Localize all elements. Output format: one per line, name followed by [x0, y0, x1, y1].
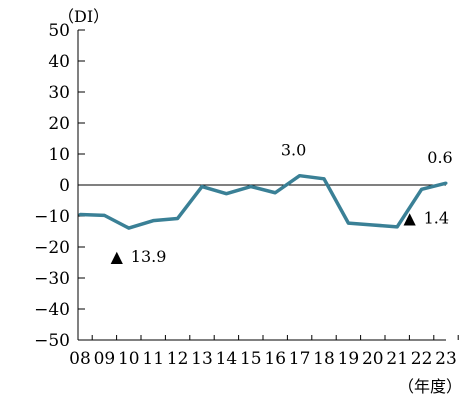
series-point [224, 192, 228, 196]
x-tick-label: 21 [386, 349, 408, 369]
y-axis-unit-label: （DI） [58, 7, 109, 26]
y-tick-label: 0 [59, 176, 70, 196]
y-tick-label: 20 [48, 114, 70, 134]
x-tick-label: 12 [167, 349, 189, 369]
x-tick-label: 16 [264, 349, 286, 369]
x-axis-unit-label: （年度） [398, 377, 462, 396]
x-tick-label: 23 [435, 349, 457, 369]
x-tick-label: 19 [338, 349, 360, 369]
series-point [298, 174, 302, 178]
series-point [176, 216, 180, 220]
series-point [273, 191, 277, 195]
x-tick-label: 09 [94, 349, 116, 369]
x-tick-label: 08 [69, 349, 91, 369]
series-point [395, 225, 399, 229]
series-point [102, 213, 106, 217]
x-tick-label: 10 [118, 349, 140, 369]
series-point [371, 223, 375, 227]
y-tick-label: −40 [34, 300, 70, 320]
series-point [249, 185, 253, 189]
series-point [200, 185, 204, 189]
annotation-marker: ▲ [403, 208, 416, 227]
annotation-value: 1.4 [424, 208, 449, 227]
annotation-value: 3.0 [281, 141, 306, 160]
x-tick-label: 11 [142, 349, 164, 369]
x-tick-label: 13 [191, 349, 213, 369]
series-point [78, 212, 82, 216]
x-tick-label: 18 [313, 349, 335, 369]
series-point [127, 226, 131, 230]
x-tick-label: 14 [216, 349, 238, 369]
y-tick-label: −30 [34, 269, 70, 289]
y-tick-label: 40 [48, 52, 70, 72]
x-tick-label: 20 [362, 349, 384, 369]
y-tick-label: 10 [48, 145, 70, 165]
series-line [79, 173, 447, 230]
series-point [151, 219, 155, 223]
annotation-value: 0.6 [427, 148, 452, 167]
x-tick-label: 22 [411, 349, 433, 369]
annotation-marker: ▲ [111, 247, 124, 266]
y-tick-label: −10 [34, 207, 70, 227]
annotation-value: 13.9 [131, 247, 167, 266]
y-tick-label: 50 [48, 21, 70, 41]
series-point [322, 177, 326, 181]
x-tick-label: 17 [289, 349, 311, 369]
series-point [444, 181, 448, 185]
series-point [420, 187, 424, 191]
series-point [346, 221, 350, 225]
x-tick-label: 15 [240, 349, 262, 369]
y-tick-label: −50 [34, 331, 70, 351]
y-tick-label: −20 [34, 238, 70, 258]
y-tick-label: 30 [48, 83, 70, 103]
